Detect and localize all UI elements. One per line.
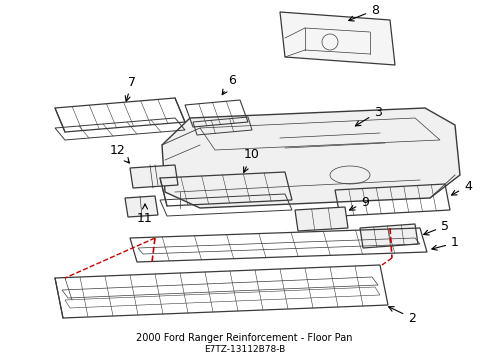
Polygon shape bbox=[125, 196, 158, 217]
Polygon shape bbox=[294, 207, 347, 231]
Text: 2: 2 bbox=[388, 307, 415, 324]
Text: 10: 10 bbox=[243, 148, 260, 172]
Polygon shape bbox=[130, 165, 178, 188]
Text: 3: 3 bbox=[355, 105, 381, 126]
Polygon shape bbox=[162, 108, 459, 208]
Polygon shape bbox=[359, 224, 417, 248]
Text: E7TZ-13112B78-B: E7TZ-13112B78-B bbox=[203, 346, 285, 355]
Text: 7: 7 bbox=[125, 76, 136, 101]
Polygon shape bbox=[280, 12, 394, 65]
Text: 9: 9 bbox=[349, 195, 368, 210]
Text: 1: 1 bbox=[431, 237, 458, 250]
Text: 8: 8 bbox=[348, 4, 378, 21]
Text: 12: 12 bbox=[110, 144, 129, 163]
Text: 11: 11 bbox=[137, 204, 153, 225]
Text: 5: 5 bbox=[423, 220, 448, 235]
Text: 2000 Ford Ranger Reinforcement - Floor Pan: 2000 Ford Ranger Reinforcement - Floor P… bbox=[136, 333, 352, 343]
Text: 4: 4 bbox=[450, 180, 471, 195]
Text: 6: 6 bbox=[222, 73, 235, 95]
